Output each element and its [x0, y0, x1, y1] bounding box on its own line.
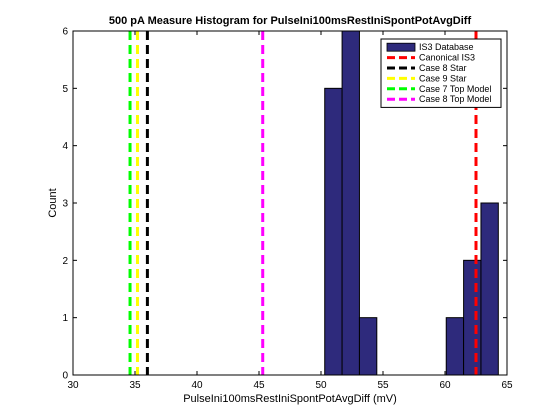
legend-entry: Case 7 Top Model: [419, 84, 491, 94]
legend-swatch: [386, 42, 416, 52]
y-tick-label: 1: [62, 313, 68, 324]
histogram-bar: [324, 87, 343, 376]
legend-entry: Case 8 Top Model: [419, 94, 491, 104]
histogram-bar: [463, 259, 482, 376]
vlines-layer: [128, 31, 478, 375]
legend-entry: Case 8 Star: [419, 63, 467, 73]
x-axis: 30 35 40 45 50 55 60 65: [67, 31, 513, 391]
y-axis-label: Count: [47, 188, 59, 217]
x-tick-label: 60: [439, 380, 451, 391]
y-tick-label: 2: [62, 256, 68, 267]
y-axis: 0 1 2 3 4 5 6: [62, 27, 507, 382]
legend-entry: IS3 Database: [419, 42, 474, 52]
y-tick-label: 0: [62, 371, 68, 382]
x-tick-label: 65: [501, 380, 513, 391]
legend-entry: Canonical IS3: [419, 53, 475, 63]
histogram-bar: [341, 30, 360, 376]
y-tick-label: 3: [62, 199, 68, 210]
x-tick-label: 40: [191, 380, 203, 391]
y-tick-label: 5: [62, 84, 68, 95]
chart-title: 500 pA Measure Histogram for PulseIni100…: [109, 15, 472, 27]
histogram-bar: [480, 202, 499, 376]
legend-entry: Case 9 Star: [419, 73, 467, 83]
x-tick-label: 35: [129, 380, 141, 391]
x-tick-label: 30: [67, 380, 79, 391]
x-tick-label: 55: [377, 380, 389, 391]
x-tick-label: 50: [315, 380, 327, 391]
histogram-bar: [445, 317, 465, 376]
y-tick-label: 4: [62, 141, 68, 152]
y-tick-label: 6: [62, 27, 68, 38]
x-tick-label: 45: [253, 380, 265, 391]
x-axis-label: PulseIni100msRestIniSpontPotAvgDiff (mV): [183, 393, 397, 405]
histogram-bar: [358, 317, 378, 376]
